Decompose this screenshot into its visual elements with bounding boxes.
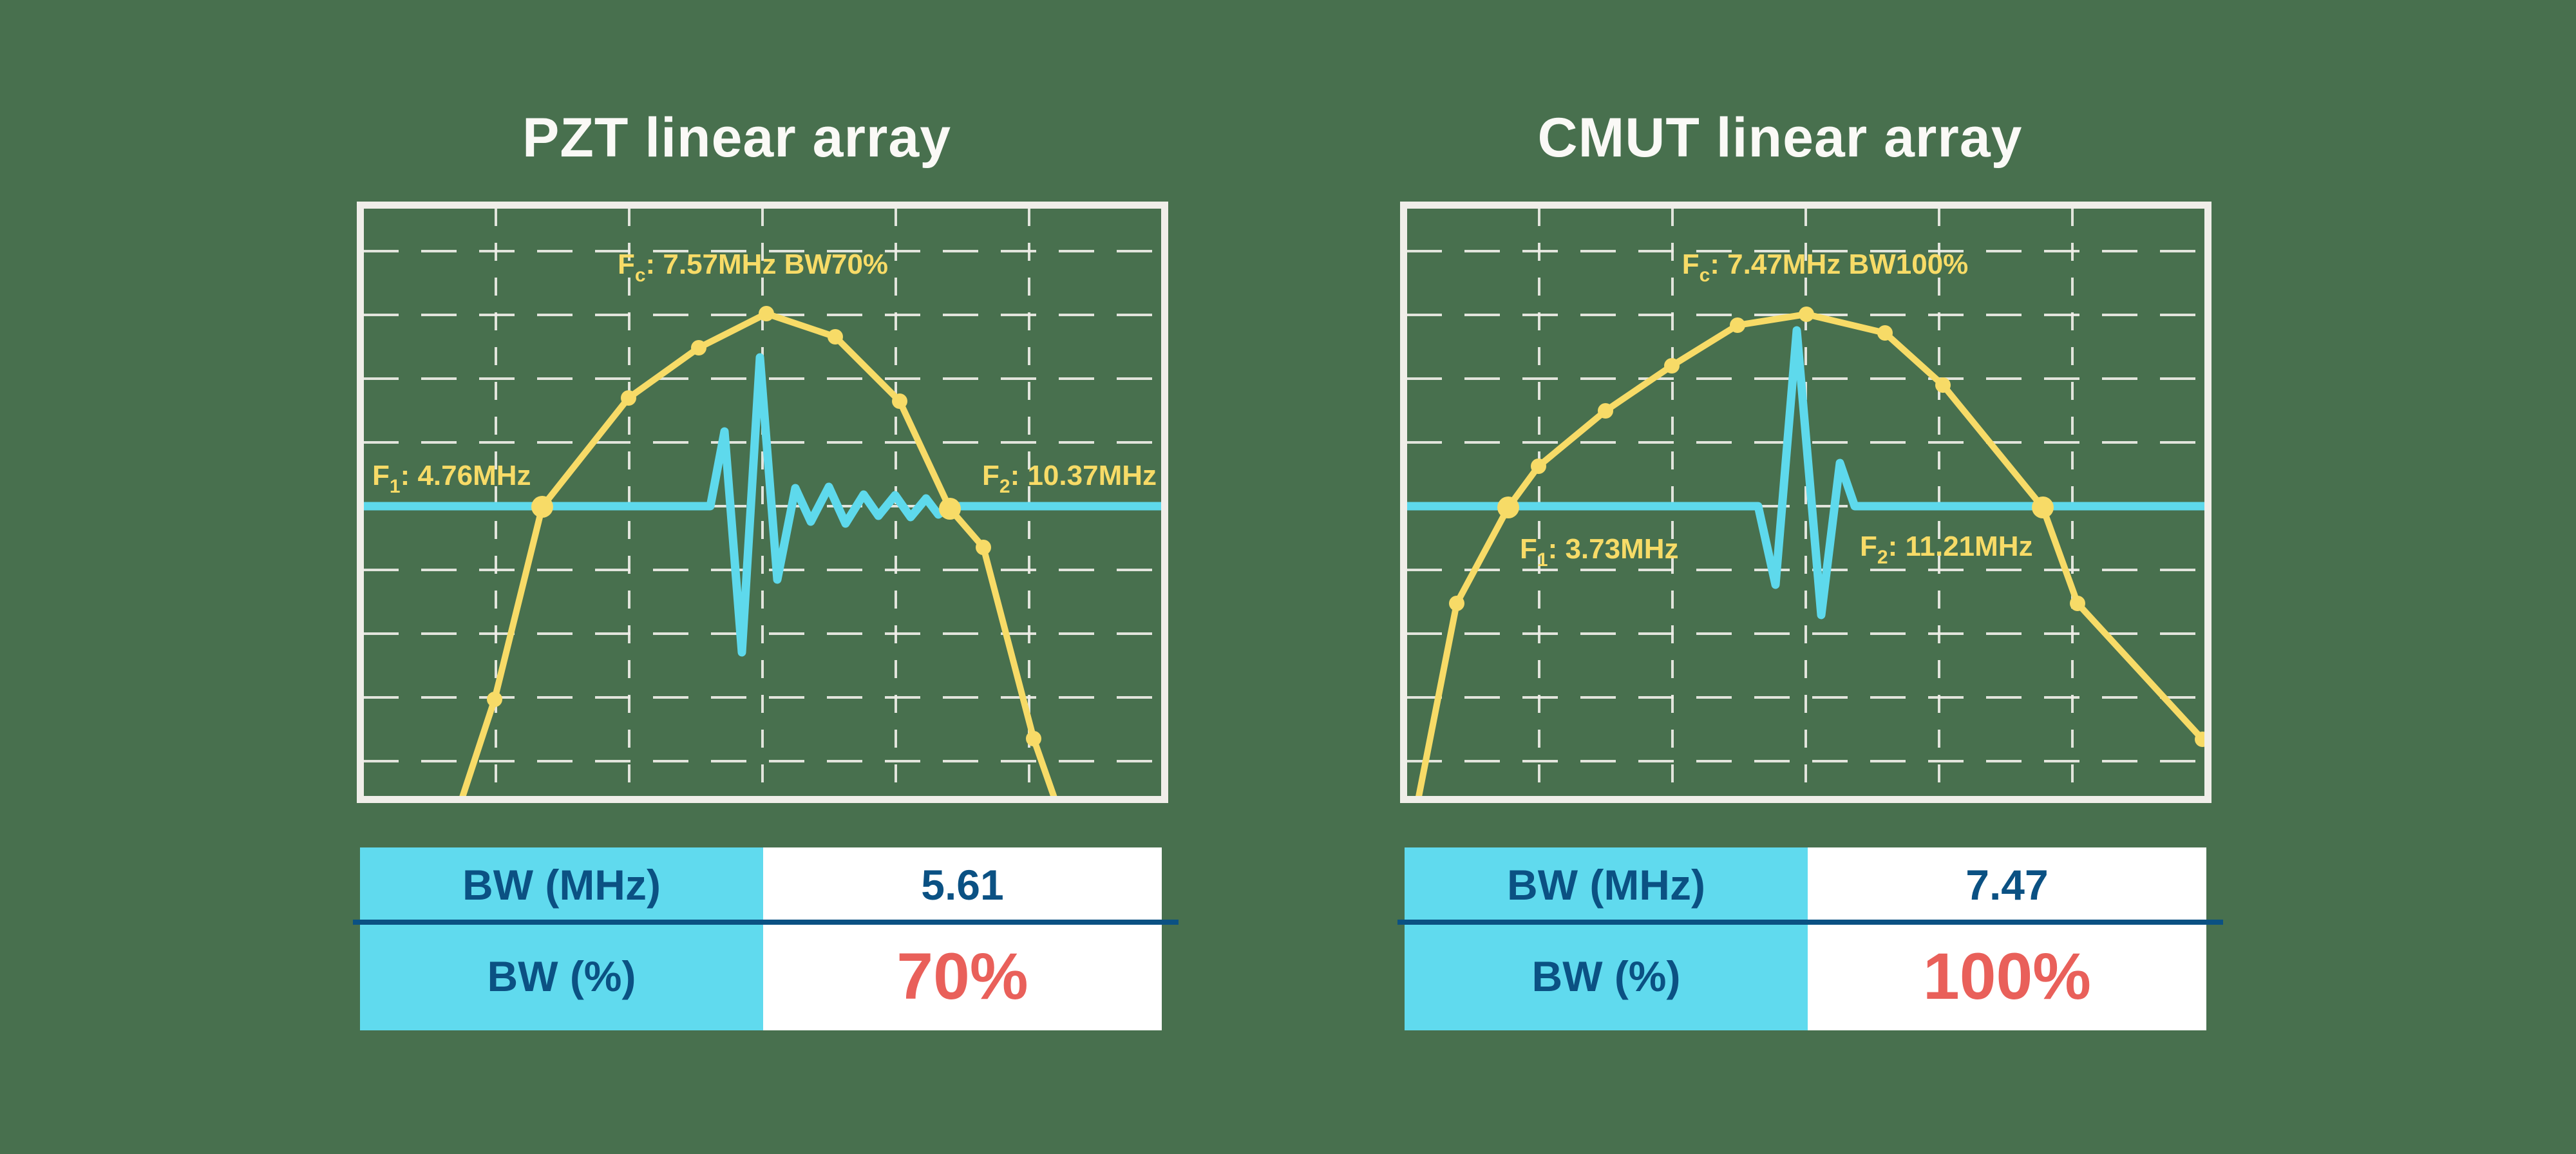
pzt-f1-annotation: F1: 4.76MHz — [372, 460, 531, 497]
response-data-point — [621, 390, 636, 406]
pzt-pulse-waveform — [359, 353, 1166, 657]
response-data-point — [759, 306, 774, 321]
table-row-value: 5.61 — [763, 847, 1162, 922]
pzt-chart-title: PZT linear array — [522, 106, 952, 169]
pzt-f2-annotation: F2: 10.37MHz — [982, 460, 1157, 497]
table-divider-line — [353, 920, 1179, 925]
pzt-fc-annotation: Fc: 7.57MHz BW70% — [618, 249, 888, 286]
response-data-point — [939, 498, 961, 520]
response-data-point — [691, 340, 706, 355]
table-row-label: BW (%) — [1405, 922, 1808, 1030]
cmut-f1-annotation: F1: 3.73MHz — [1520, 533, 1679, 571]
table-row-label: BW (MHz) — [1405, 847, 1808, 922]
cmut-f2-annotation: F2: 11.21MHz — [1860, 531, 2033, 568]
response-data-point — [892, 393, 907, 409]
cmut-frequency-response-chart: Fc: 7.47MHz BW100% F1: 3.73MHz F2: 11.21… — [1400, 202, 2211, 803]
chart-frame — [1400, 202, 2211, 803]
table-row-value: 70% — [763, 922, 1162, 1030]
response-data-point — [1730, 317, 1745, 333]
response-data-point — [976, 540, 991, 555]
pzt-bandwidth-table: BW (MHz) 5.61 BW (%) 70% — [353, 847, 1179, 1030]
response-data-point — [1026, 731, 1041, 746]
cmut-response-dots — [1449, 307, 2210, 747]
table-row-value: 7.47 — [1808, 847, 2206, 922]
response-data-point — [2032, 497, 2054, 518]
table-row-label: BW (%) — [360, 922, 763, 1030]
cmut-fc-annotation: Fc: 7.47MHz BW100% — [1682, 249, 1969, 286]
response-data-point — [487, 692, 502, 707]
response-data-point — [1799, 307, 1814, 322]
response-data-point — [828, 329, 843, 345]
pzt-response-curve — [457, 310, 1059, 803]
pzt-response-dots — [487, 306, 1041, 746]
cmut-chart-title: CMUT linear array — [1537, 106, 2023, 169]
response-data-point — [1449, 596, 1464, 611]
response-data-point — [1877, 325, 1893, 341]
response-data-point — [1598, 403, 1613, 419]
chart-frame — [357, 202, 1168, 803]
table-divider-line — [1397, 920, 2223, 925]
cmut-bandwidth-table: BW (MHz) 7.47 BW (%) 100% — [1397, 847, 2223, 1030]
table-row-label: BW (MHz) — [360, 847, 763, 922]
cmut-pulse-waveform — [1402, 326, 2209, 620]
response-data-point — [2070, 596, 2085, 611]
pzt-frequency-response-chart: Fc: 7.57MHz BW70% F1: 4.76MHz F2: 10.37M… — [357, 202, 1168, 803]
response-data-point — [531, 496, 553, 518]
response-data-point — [1497, 497, 1519, 518]
response-data-point — [1935, 377, 1951, 393]
response-data-point — [1664, 358, 1680, 374]
table-row-value: 100% — [1808, 922, 2206, 1030]
response-data-point — [1531, 459, 1546, 474]
